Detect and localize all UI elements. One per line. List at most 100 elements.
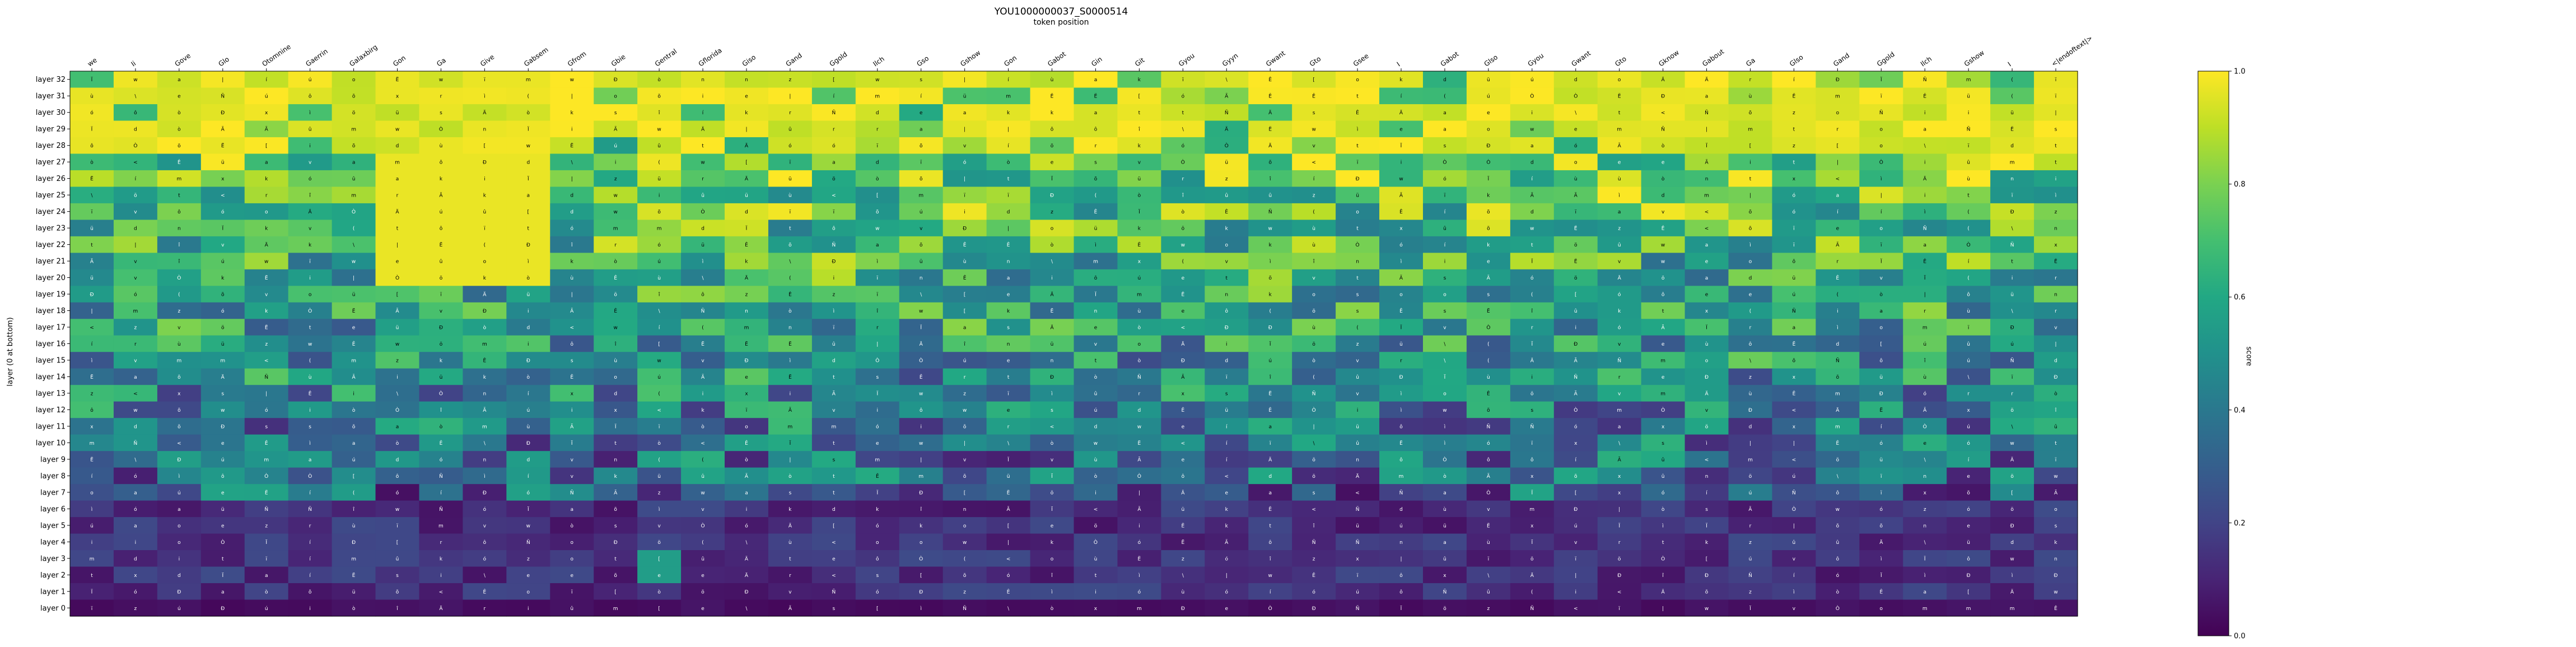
cell-label: e: [1967, 474, 1970, 480]
cell-label: n: [920, 276, 923, 281]
heatmap-cell: [1990, 104, 2034, 122]
cell-label: ó: [745, 523, 748, 529]
heatmap-cell: [375, 352, 420, 369]
heatmap-cell: [1684, 286, 1729, 303]
heatmap-cell: [1553, 170, 1598, 187]
cell-label: Ä: [221, 374, 225, 380]
heatmap-cell: [855, 451, 900, 468]
cell-label: Ð: [1748, 408, 1752, 413]
heatmap-cell: [1597, 253, 1642, 270]
cell-label: <: [1792, 457, 1796, 463]
heatmap-cell: [506, 187, 550, 204]
heatmap-cell: [332, 533, 376, 551]
heatmap-cell: [1379, 451, 1424, 468]
cell-label: |: [1793, 441, 1795, 446]
heatmap-cell: [113, 87, 158, 105]
cell-label: \: [1924, 540, 1926, 546]
cell-label: ò: [876, 176, 879, 182]
heatmap-cell: [1292, 319, 1336, 336]
cell-label: ï: [963, 193, 965, 199]
cell-label: ì: [1400, 259, 1402, 265]
heatmap-cell: [1292, 352, 1336, 369]
cell-label: Ë: [265, 490, 268, 496]
heatmap-cell: [288, 434, 333, 451]
heatmap-cell: [1510, 87, 1555, 105]
heatmap-cell: [637, 253, 682, 270]
heatmap-cell: [1379, 286, 1424, 303]
heatmap-cell: [637, 137, 682, 155]
cell-label: d: [134, 226, 137, 232]
heatmap-cell: [811, 467, 856, 485]
cell-label: i: [353, 391, 354, 397]
cell-label: (: [1313, 210, 1315, 215]
cell-label: |: [964, 77, 965, 83]
cell-label: Ð: [1705, 375, 1709, 380]
heatmap-cell: [1597, 599, 1642, 617]
heatmap-cell: [113, 335, 158, 352]
cell-label: Ï: [91, 589, 93, 595]
heatmap-cell: [2034, 269, 2078, 286]
heatmap-cell: [1816, 599, 1860, 617]
heatmap-cell: [811, 319, 856, 336]
heatmap-cell: [1336, 170, 1380, 187]
cell-label: í: [1401, 94, 1402, 100]
heatmap-cell: [768, 583, 813, 601]
heatmap-cell: [1074, 533, 1118, 551]
heatmap-cell: [899, 170, 944, 187]
cell-label: Ð: [1617, 573, 1621, 579]
cell-label: ü: [1181, 507, 1184, 513]
heatmap-cell: [1728, 500, 1773, 518]
heatmap-cell: [288, 533, 333, 551]
heatmap-cell: [725, 517, 769, 534]
cell-label: û: [1268, 193, 1272, 199]
cell-label: v: [221, 243, 225, 248]
heatmap-cell: [1728, 319, 1773, 336]
cell-label: t: [396, 226, 399, 232]
heatmap-cell: [550, 187, 594, 204]
cell-label: \: [1749, 358, 1752, 364]
heatmap-cell: [637, 286, 682, 303]
heatmap-cell: [157, 385, 202, 402]
cell-label: õ: [221, 292, 225, 298]
cell-label: Ï: [222, 572, 223, 579]
heatmap-cell: [1903, 253, 1947, 270]
heatmap-cell: [1117, 187, 1161, 204]
cell-label: ù: [1051, 77, 1054, 83]
heatmap-cell: [1641, 352, 1686, 369]
cell-label: û: [1356, 441, 1359, 446]
cell-label: k: [483, 375, 487, 380]
heatmap-cell: [811, 566, 856, 584]
cell-label: Ê: [1181, 407, 1184, 413]
y-tick-label: layer 17: [36, 324, 66, 332]
cell-label: r: [309, 523, 311, 529]
heatmap-cell: [1422, 302, 1467, 319]
heatmap-cell: [1422, 500, 1467, 518]
cell-label: ï: [1880, 490, 1882, 496]
heatmap-cell: [1074, 368, 1118, 385]
heatmap-cell: [1074, 467, 1118, 485]
cell-label: o: [876, 540, 879, 546]
heatmap-cell: [244, 418, 289, 435]
heatmap-cell: [506, 484, 550, 501]
heatmap-cell: [200, 500, 245, 518]
heatmap-cell: [855, 517, 900, 534]
heatmap-cell: [419, 253, 464, 270]
cell-label: õ: [1967, 490, 1970, 496]
cell-label: ô: [920, 407, 923, 413]
cell-label: ó: [1138, 539, 1141, 546]
cell-label: ú: [1094, 408, 1098, 413]
heatmap-cell: [244, 203, 289, 220]
heatmap-cell: [288, 401, 333, 418]
cell-label: w: [570, 77, 574, 83]
heatmap-cell: [942, 236, 987, 253]
cell-label: n: [1705, 176, 1709, 182]
cell-label: Ê: [1836, 274, 1840, 281]
heatmap-cell: [768, 500, 813, 518]
heatmap-cell: [1030, 335, 1075, 352]
cell-label: Ä: [1662, 589, 1665, 595]
heatmap-cell: [70, 120, 114, 138]
heatmap-cell: [1336, 434, 1380, 451]
cell-label: w: [613, 325, 617, 331]
heatmap-cell: [1292, 385, 1336, 402]
cell-label: ô: [1487, 457, 1490, 463]
